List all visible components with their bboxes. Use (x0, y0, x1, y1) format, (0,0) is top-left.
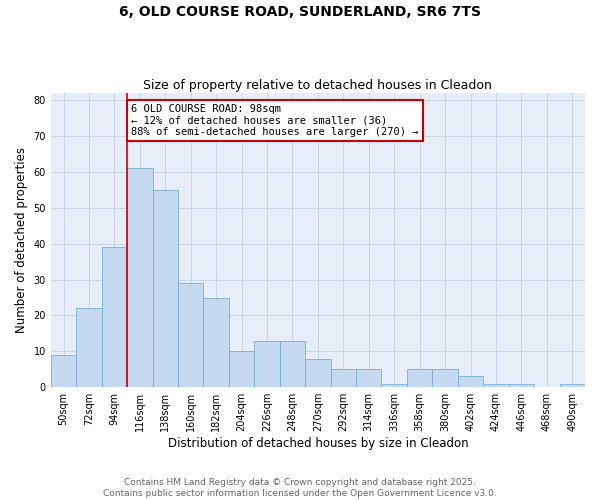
Bar (560, 384, 585, 387)
Bar (331, 370, 356, 387)
Bar (229, 352, 254, 387)
Bar (152, 190, 178, 387)
Bar (407, 370, 433, 387)
Bar (509, 384, 534, 387)
Y-axis label: Number of detached properties: Number of detached properties (15, 147, 28, 333)
Bar (254, 340, 280, 387)
Bar (305, 358, 331, 387)
Bar (178, 283, 203, 387)
Bar (203, 298, 229, 387)
Bar (76, 308, 101, 387)
Text: 6 OLD COURSE ROAD: 98sqm
← 12% of detached houses are smaller (36)
88% of semi-d: 6 OLD COURSE ROAD: 98sqm ← 12% of detach… (131, 104, 418, 137)
X-axis label: Distribution of detached houses by size in Cleadon: Distribution of detached houses by size … (167, 437, 468, 450)
Title: Size of property relative to detached houses in Cleadon: Size of property relative to detached ho… (143, 79, 493, 92)
Bar (382, 384, 407, 387)
Bar (127, 168, 152, 387)
Bar (51, 355, 76, 387)
Bar (356, 370, 382, 387)
Bar (458, 376, 483, 387)
Text: Contains HM Land Registry data © Crown copyright and database right 2025.
Contai: Contains HM Land Registry data © Crown c… (103, 478, 497, 498)
Bar (101, 248, 127, 387)
Text: 6, OLD COURSE ROAD, SUNDERLAND, SR6 7TS: 6, OLD COURSE ROAD, SUNDERLAND, SR6 7TS (119, 5, 481, 19)
Bar (433, 370, 458, 387)
Bar (280, 340, 305, 387)
Bar (483, 384, 509, 387)
